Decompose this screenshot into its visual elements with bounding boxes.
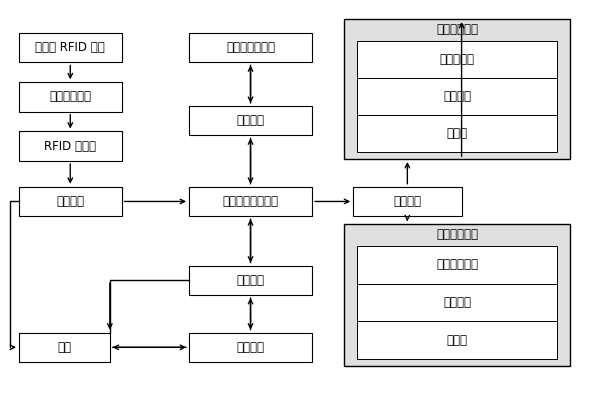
Text: 显示导航装置: 显示导航装置 xyxy=(436,23,478,37)
Bar xyxy=(357,321,557,359)
Bar xyxy=(357,283,557,321)
Text: 远距离感应器: 远距离感应器 xyxy=(49,91,91,104)
Text: 短信网关: 短信网关 xyxy=(237,341,264,354)
Text: 显示控制器: 显示控制器 xyxy=(439,53,475,66)
Bar xyxy=(189,33,312,62)
Bar xyxy=(357,115,557,152)
Bar xyxy=(189,266,312,295)
Text: 车位控制装置: 车位控制装置 xyxy=(436,228,478,241)
Bar xyxy=(19,82,121,112)
Bar xyxy=(19,187,121,216)
Text: 车辆信息服务器: 车辆信息服务器 xyxy=(226,41,275,54)
Text: 通信网络: 通信网络 xyxy=(57,195,84,208)
Text: 通信网络: 通信网络 xyxy=(393,195,421,208)
Text: 车位锁: 车位锁 xyxy=(446,333,468,347)
Text: 车位锁控制器: 车位锁控制器 xyxy=(436,258,478,271)
Bar xyxy=(189,333,312,362)
Text: RFID 阅读器: RFID 阅读器 xyxy=(44,140,96,153)
Text: 管理与控制服务器: 管理与控制服务器 xyxy=(223,195,279,208)
Bar xyxy=(357,78,557,115)
Bar xyxy=(19,131,121,161)
Text: 通信网络: 通信网络 xyxy=(237,274,264,287)
Bar xyxy=(19,333,110,362)
Bar xyxy=(189,187,312,216)
Bar xyxy=(353,187,462,216)
Bar xyxy=(189,106,312,135)
Text: 显示屏: 显示屏 xyxy=(446,127,468,140)
Bar xyxy=(345,19,570,159)
Bar xyxy=(357,41,557,78)
Bar xyxy=(345,224,570,366)
Text: 通信网络: 通信网络 xyxy=(237,114,264,127)
Text: 用户: 用户 xyxy=(57,341,71,354)
Text: 抗金属 RFID 标签: 抗金属 RFID 标签 xyxy=(35,41,105,54)
Text: 通信模块: 通信模块 xyxy=(443,90,471,103)
Bar xyxy=(19,33,121,62)
Bar xyxy=(357,246,557,283)
Text: 通信模块: 通信模块 xyxy=(443,296,471,309)
